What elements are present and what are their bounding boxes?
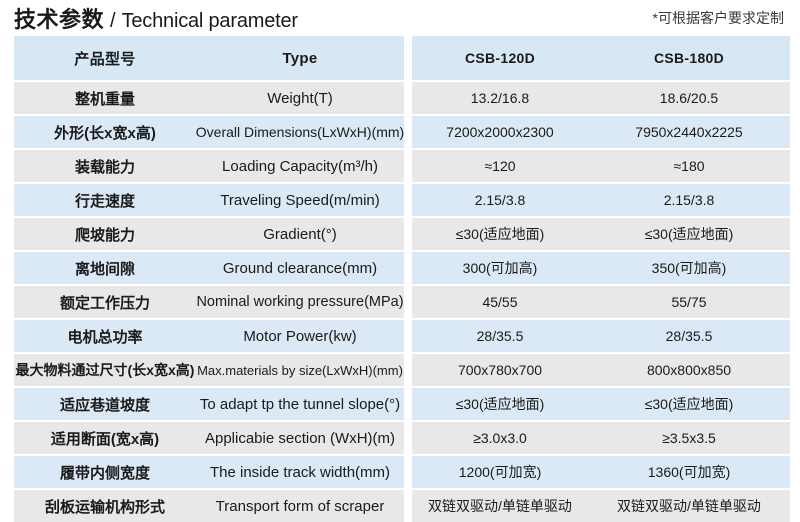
cell-param-en: Loading Capacity(m³/h) — [196, 150, 404, 182]
table-body: 整机重量 Weight(T) 13.2/16.8 18.6/20.5 外形(长x宽x高)… — [14, 82, 790, 522]
cell-model-1: 13.2/16.8 — [412, 82, 588, 114]
cell-model-2: 18.6/20.5 — [588, 82, 790, 114]
cell-param-cn: 额定工作压力 — [14, 286, 196, 318]
cell-model-2: 双链双驱动/单链单驱动 — [588, 490, 790, 522]
cell-param-en: Weight(T) — [196, 82, 404, 114]
cell-model-1: 1200(可加宽) — [412, 456, 588, 488]
cell-param-cn: 适应巷道坡度 — [14, 388, 196, 420]
table-row: 外形(长x宽x高) Overall Dimensions(LxWxH)(mm) 72… — [14, 116, 790, 148]
cell-model-2: ≤30(适应地面) — [588, 218, 790, 250]
header-cell-model-2: CSB-180D — [588, 36, 790, 80]
table-row: 行走速度 Traveling Speed(m/min) 2.15/3.8 2.15/3… — [14, 184, 790, 216]
table-row: 最大物料通过尺寸(长x宽x高) Max.materials by size(LxW… — [14, 354, 790, 386]
page-title: 技术参数 / Technical parameter — [14, 2, 298, 34]
cell-model-2: ≤30(适应地面) — [588, 388, 790, 420]
cell-param-cn: 履带内侧宽度 — [14, 456, 196, 488]
cell-model-2: 28/35.5 — [588, 320, 790, 352]
header-cell-param-en: Type — [196, 36, 404, 80]
column-gap — [404, 184, 412, 216]
table-row: 额定工作压力 Nominal working pressure(MPa) 45/55… — [14, 286, 790, 318]
cell-model-1: ≤30(适应地面) — [412, 218, 588, 250]
cell-param-en: Applicabie section (WxH)(m) — [196, 422, 404, 454]
cell-param-en: Nominal working pressure(MPa) — [196, 286, 404, 318]
column-gap — [404, 218, 412, 250]
table-header-row: 产品型号 Type CSB-120D CSB-180D — [14, 36, 790, 80]
table-row: 离地间隙 Ground clearance(mm) 300(可加高) 350(可加高) — [14, 252, 790, 284]
column-gap — [404, 490, 412, 522]
table-row: 整机重量 Weight(T) 13.2/16.8 18.6/20.5 — [14, 82, 790, 114]
cell-model-1: 45/55 — [412, 286, 588, 318]
cell-model-2: 7950x2440x2225 — [588, 116, 790, 148]
column-gap — [404, 320, 412, 352]
technical-parameter-table: 产品型号 Type CSB-120D CSB-180D 整机重量 Weight(T… — [14, 36, 790, 522]
column-gap — [404, 252, 412, 284]
header-cell-param-cn: 产品型号 — [14, 36, 196, 80]
cell-model-1: ≈120 — [412, 150, 588, 182]
cell-model-2: 55/75 — [588, 286, 790, 318]
page-title-bar: 技术参数 / Technical parameter *可根据客户要求定制 — [0, 0, 800, 36]
cell-model-1: 300(可加高) — [412, 252, 588, 284]
cell-model-2: ≥3.5x3.5 — [588, 422, 790, 454]
cell-param-en: Overall Dimensions(LxWxH)(mm) — [196, 116, 404, 148]
cell-param-cn: 刮板运输机构形式 — [14, 490, 196, 522]
column-gap — [404, 150, 412, 182]
column-gap — [404, 422, 412, 454]
cell-param-cn: 装载能力 — [14, 150, 196, 182]
cell-model-2: 800x800x850 — [588, 354, 790, 386]
cell-model-2: ≈180 — [588, 150, 790, 182]
page-title-chinese: 技术参数 — [14, 7, 105, 32]
table-row: 刮板运输机构形式 Transport form of scraper 双链双驱动/单… — [14, 490, 790, 522]
table-row: 爬坡能力 Gradient(°) ≤30(适应地面) ≤30(适应地面) — [14, 218, 790, 250]
cell-param-cn: 爬坡能力 — [14, 218, 196, 250]
cell-param-cn: 电机总功率 — [14, 320, 196, 352]
cell-model-1: ≤30(适应地面) — [412, 388, 588, 420]
page-title-separator: / — [110, 10, 116, 32]
cell-param-cn: 最大物料通过尺寸(长x宽x高) — [14, 354, 196, 386]
cell-model-2: 2.15/3.8 — [588, 184, 790, 216]
header-cell-model-1: CSB-120D — [412, 36, 588, 80]
cell-model-1: 双链双驱动/单链单驱动 — [412, 490, 588, 522]
cell-param-en: Traveling Speed(m/min) — [196, 184, 404, 216]
cell-model-2: 350(可加高) — [588, 252, 790, 284]
cell-model-1: ≥3.0x3.0 — [412, 422, 588, 454]
cell-param-cn: 行走速度 — [14, 184, 196, 216]
column-gap — [404, 388, 412, 420]
table-row: 适应巷道坡度 To adapt tp the tunnel slope(°) ≤30… — [14, 388, 790, 420]
page-title-english: Technical parameter — [121, 10, 298, 32]
cell-model-2: 1360(可加宽) — [588, 456, 790, 488]
cell-param-cn: 整机重量 — [14, 82, 196, 114]
column-gap — [404, 36, 412, 80]
column-gap — [404, 354, 412, 386]
cell-param-en: Ground clearance(mm) — [196, 252, 404, 284]
table-row: 适用断面(宽x高) Applicabie section (WxH)(m) ≥3.0… — [14, 422, 790, 454]
table-row: 电机总功率 Motor Power(kw) 28/35.5 28/35.5 — [14, 320, 790, 352]
cell-param-en: The inside track width(mm) — [196, 456, 404, 488]
cell-model-1: 700x780x700 — [412, 354, 588, 386]
customization-note: *可根据客户要求定制 — [652, 10, 784, 26]
column-gap — [404, 82, 412, 114]
table-row: 装载能力 Loading Capacity(m³/h) ≈120 ≈180 — [14, 150, 790, 182]
table-row: 履带内侧宽度 The inside track width(mm) 1200(可加宽… — [14, 456, 790, 488]
cell-param-en: Motor Power(kw) — [196, 320, 404, 352]
cell-param-en: Max.materials by size(LxWxH)(mm) — [196, 354, 404, 386]
cell-param-en: Transport form of scraper — [196, 490, 404, 522]
cell-param-cn: 离地间隙 — [14, 252, 196, 284]
cell-param-en: To adapt tp the tunnel slope(°) — [196, 388, 404, 420]
column-gap — [404, 286, 412, 318]
cell-param-cn: 外形(长x宽x高) — [14, 116, 196, 148]
column-gap — [404, 116, 412, 148]
cell-model-1: 28/35.5 — [412, 320, 588, 352]
column-gap — [404, 456, 412, 488]
cell-param-en: Gradient(°) — [196, 218, 404, 250]
cell-model-1: 2.15/3.8 — [412, 184, 588, 216]
cell-param-cn: 适用断面(宽x高) — [14, 422, 196, 454]
cell-model-1: 7200x2000x2300 — [412, 116, 588, 148]
